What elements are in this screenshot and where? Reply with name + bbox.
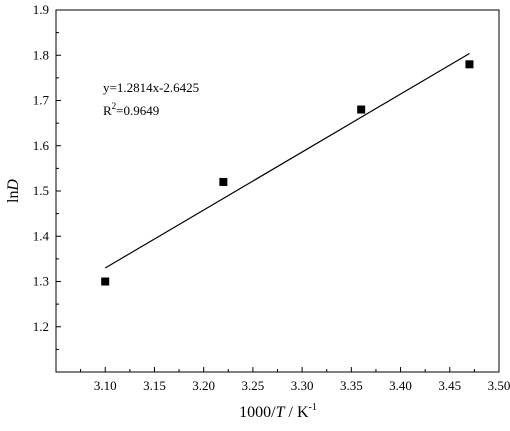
y-tick-label: 1.4 (33, 228, 50, 243)
x-tick-label: 3.30 (291, 378, 314, 393)
y-axis-title: lnD (5, 179, 22, 203)
y-tick-label: 1.9 (33, 2, 49, 17)
data-points (101, 60, 474, 286)
x-tick-label: 3.40 (389, 378, 412, 393)
data-point (465, 60, 474, 69)
fit-line (104, 52, 470, 269)
y-tick-label: 1.2 (33, 319, 49, 334)
x-axis-title: 1000/T / K-1 (239, 402, 317, 421)
x-tick-label: 3.20 (192, 378, 215, 393)
x-tick-label: 3.15 (143, 378, 166, 393)
y-tick-label: 1.6 (33, 138, 50, 153)
x-tick-label: 3.50 (488, 378, 510, 393)
x-axis-ticks: 3.10 3.15 3.20 3.25 3.30 3.35 3.40 3.45 3.50 (55, 367, 510, 393)
plot-frame (55, 9, 500, 373)
x-tick-label: 3.10 (94, 378, 117, 393)
y-tick-label: 1.5 (33, 183, 49, 198)
fit-equation: y=1.2814x-2.6425 (103, 80, 199, 95)
y-tick-label: 1.8 (33, 47, 49, 62)
x-tick-label: 3.45 (438, 378, 461, 393)
x-tick-label: 3.25 (242, 378, 265, 393)
y-tick-label: 1.7 (33, 93, 50, 108)
data-point (101, 277, 110, 286)
r-squared: R2=0.9649 (103, 101, 159, 118)
data-point (357, 105, 366, 114)
y-axis-ticks: 1.2 1.3 1.4 1.5 1.6 1.7 1.8 1.9 (33, 2, 61, 373)
y-tick-label: 1.3 (33, 274, 49, 289)
x-tick-label: 3.35 (340, 378, 363, 393)
data-point (219, 177, 228, 186)
